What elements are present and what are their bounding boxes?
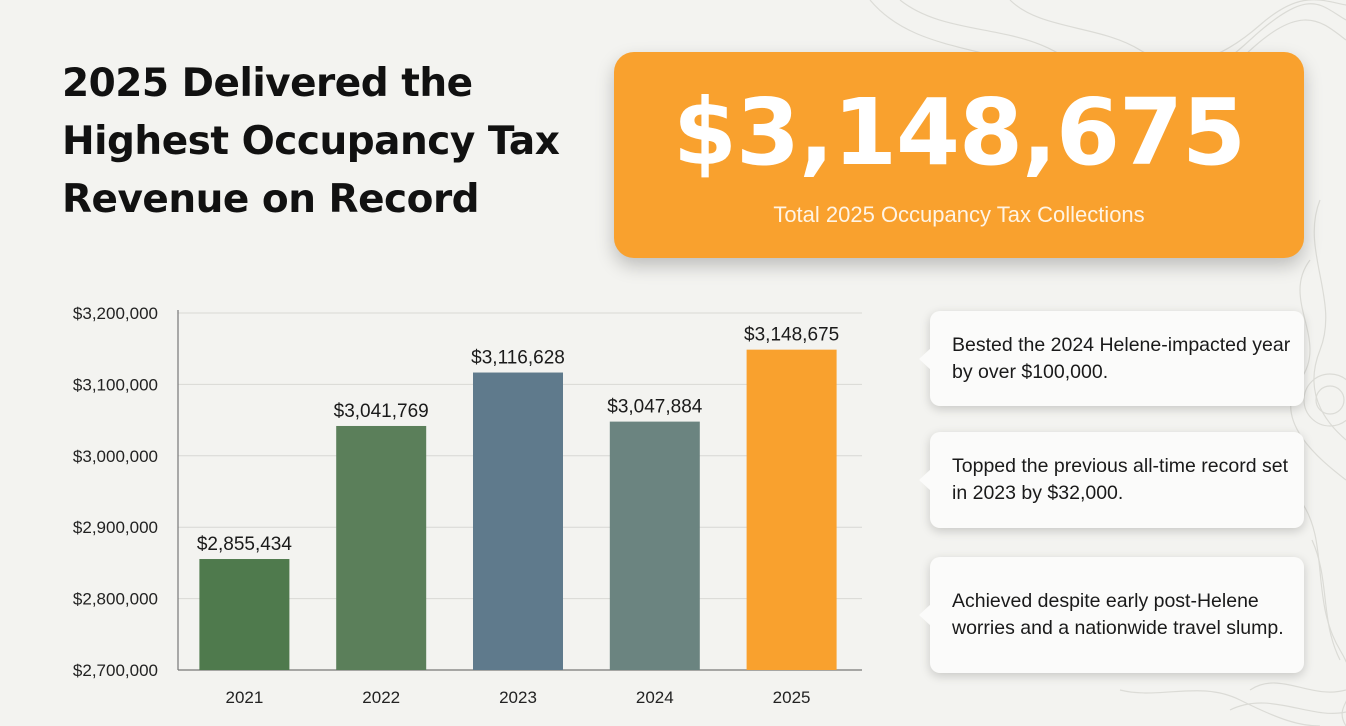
y-tick-label: $3,200,000 — [73, 304, 158, 323]
callout-text: Topped the previous all-time record set … — [952, 455, 1289, 504]
bar-value-label: $3,116,628 — [471, 348, 565, 369]
total-collections-value: $3,148,675 — [672, 79, 1246, 186]
bar-2023 — [473, 372, 563, 670]
bar-value-label: $3,041,769 — [334, 401, 429, 422]
bar-value-label: $3,148,675 — [744, 325, 839, 346]
bar-2025 — [746, 349, 837, 670]
callout-text: Bested the 2024 Helene-impacted year by … — [952, 333, 1291, 383]
headline: 2025 Delivered the Highest Occupancy Tax… — [62, 61, 560, 222]
callout-beat-2024: Bested the 2024 Helene-impacted year by … — [919, 311, 1304, 406]
y-tick-label: $3,000,000 — [73, 447, 158, 466]
x-tick-label: 2024 — [636, 688, 674, 707]
bar-2024 — [609, 421, 700, 670]
callout-record-2023: Topped the previous all-time record set … — [919, 432, 1304, 528]
callout-despite-slump: Achieved despite early post-Helene worri… — [919, 557, 1304, 673]
bar-value-label: $2,855,434 — [197, 534, 293, 555]
y-tick-label: $2,800,000 — [73, 590, 158, 609]
y-tick-label: $3,100,000 — [73, 375, 158, 394]
callout-text: Achieved despite early post-Helene worri… — [952, 590, 1284, 639]
chart-bars — [199, 349, 837, 670]
x-tick-label: 2023 — [499, 688, 537, 707]
x-tick-label: 2022 — [362, 688, 400, 707]
total-collections-card: $3,148,675 Total 2025 Occupancy Tax Coll… — [614, 52, 1304, 258]
bar-value-label: $3,047,884 — [607, 397, 703, 418]
x-tick-label: 2025 — [773, 688, 811, 707]
total-collections-caption: Total 2025 Occupancy Tax Collections — [773, 202, 1145, 227]
y-tick-label: $2,900,000 — [73, 518, 158, 537]
x-tick-label: 2021 — [225, 688, 263, 707]
bar-2022 — [336, 425, 427, 670]
chart-labels: $2,700,000 $2,800,000 $2,900,000 $3,000,000… — [73, 304, 839, 707]
y-tick-label: $2,700,000 — [73, 661, 158, 680]
bar-2021 — [199, 559, 290, 670]
revenue-bar-chart: $2,700,000 $2,800,000 $2,900,000 $3,000,000… — [73, 304, 862, 707]
